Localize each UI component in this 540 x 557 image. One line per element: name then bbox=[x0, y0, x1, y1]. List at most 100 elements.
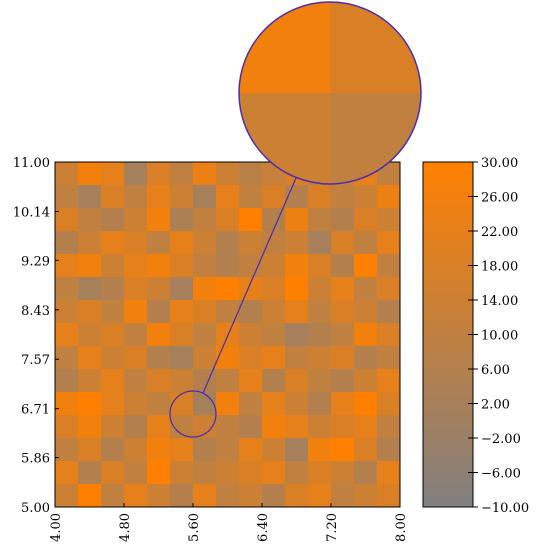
heatmap-cell bbox=[55, 254, 79, 278]
heatmap-cell bbox=[239, 277, 263, 301]
heatmap-cell bbox=[124, 461, 148, 485]
heatmap-cell bbox=[331, 392, 355, 416]
heatmap-cell bbox=[147, 346, 171, 370]
heatmap-cell bbox=[170, 346, 194, 370]
heatmap-cell bbox=[147, 277, 171, 301]
heatmap-cell bbox=[101, 461, 125, 485]
heatmap-cell bbox=[193, 300, 217, 324]
heatmap-cell bbox=[55, 185, 79, 209]
heatmap-cell bbox=[239, 484, 263, 508]
heatmap-cell bbox=[216, 415, 240, 439]
heatmap-cell bbox=[354, 392, 378, 416]
heatmap-cell bbox=[101, 185, 125, 209]
heatmap-cell bbox=[239, 438, 263, 462]
heatmap-cell bbox=[193, 484, 217, 508]
heatmap-cell bbox=[262, 277, 286, 301]
heatmap-cell bbox=[239, 346, 263, 370]
heatmap-cell bbox=[124, 392, 148, 416]
heatmap-cell bbox=[239, 231, 263, 255]
heatmap-cell bbox=[308, 415, 332, 439]
colorbar-axis: −10.00 −6.00 −2.00 2.00 6.00 10.00 14.00 18.00 2… bbox=[468, 156, 529, 516]
heatmap-cell bbox=[101, 346, 125, 370]
heatmap-cell bbox=[239, 185, 263, 209]
heatmap-cell bbox=[78, 392, 102, 416]
heatmap-cell bbox=[331, 438, 355, 462]
colorbar-tick-label: 6.00 bbox=[481, 363, 510, 378]
heatmap-cell bbox=[193, 208, 217, 232]
heatmap-cell bbox=[262, 461, 286, 485]
heatmap-cell bbox=[285, 208, 309, 232]
x-axis: 4.00 4.80 5.60 6.40 7.20 8.00 bbox=[49, 503, 409, 542]
heatmap-cell bbox=[101, 208, 125, 232]
y-axis: 5.00 5.86 6.71 7.57 8.43 9.29 10.14 11.00 bbox=[13, 156, 59, 516]
heatmap-cell bbox=[55, 346, 79, 370]
heatmap-cell bbox=[124, 162, 148, 186]
heatmap-cell bbox=[239, 254, 263, 278]
heatmap-cell bbox=[147, 392, 171, 416]
heatmap-cell bbox=[308, 231, 332, 255]
heatmap-cell bbox=[101, 392, 125, 416]
heatmap-cell bbox=[124, 438, 148, 462]
heatmap-cell bbox=[216, 484, 240, 508]
heatmap-cell bbox=[147, 461, 171, 485]
heatmap-cell bbox=[331, 254, 355, 278]
heatmap-cell bbox=[331, 300, 355, 324]
y-tick-label: 5.86 bbox=[21, 452, 50, 467]
heatmap-cell bbox=[354, 346, 378, 370]
heatmap-cell bbox=[124, 277, 148, 301]
heatmap-cell bbox=[78, 254, 102, 278]
colorbar-tick-label: 14.00 bbox=[481, 294, 518, 309]
colorbar-tick-label: 10.00 bbox=[481, 329, 518, 344]
heatmap-cell bbox=[354, 185, 378, 209]
x-tick-label: 4.00 bbox=[49, 513, 64, 542]
heatmap-cell bbox=[124, 300, 148, 324]
heatmap-cell bbox=[354, 484, 378, 508]
heatmap-cell bbox=[262, 415, 286, 439]
colorbar-tick-label: −10.00 bbox=[481, 501, 529, 516]
colorbar-tick-label: 2.00 bbox=[481, 398, 510, 413]
heatmap-cell bbox=[285, 254, 309, 278]
colorbar-tick-label: 22.00 bbox=[481, 225, 518, 240]
heatmap-cell bbox=[377, 346, 401, 370]
zoom-connector-line bbox=[202, 177, 297, 394]
heatmap-cell bbox=[377, 484, 401, 508]
heatmap-cell bbox=[239, 369, 263, 393]
heatmap-cell bbox=[377, 461, 401, 485]
heatmap-cell bbox=[193, 254, 217, 278]
heatmap-cell bbox=[331, 415, 355, 439]
heatmap-cell bbox=[55, 162, 79, 186]
heatmap-cell bbox=[308, 254, 332, 278]
x-tick-label: 5.60 bbox=[187, 513, 202, 542]
heatmap-cell bbox=[354, 300, 378, 324]
heatmap-cell bbox=[147, 484, 171, 508]
heatmap-cell bbox=[78, 415, 102, 439]
heatmap-cell bbox=[377, 231, 401, 255]
heatmap-cell bbox=[193, 162, 217, 186]
heatmap-cell bbox=[216, 208, 240, 232]
heatmap-cell bbox=[262, 346, 286, 370]
heatmap-cell bbox=[262, 254, 286, 278]
heatmap-cell bbox=[285, 300, 309, 324]
heatmap-cell bbox=[170, 323, 194, 347]
heatmap-cell bbox=[354, 231, 378, 255]
heatmap-cell bbox=[101, 231, 125, 255]
heatmap-cell bbox=[170, 438, 194, 462]
heatmap-cell bbox=[193, 231, 217, 255]
heatmap-cell bbox=[216, 392, 240, 416]
heatmap-cell bbox=[55, 484, 79, 508]
heatmap-cell bbox=[193, 185, 217, 209]
heatmap-cell bbox=[147, 162, 171, 186]
heatmap-cell bbox=[170, 254, 194, 278]
heatmap-cell bbox=[101, 323, 125, 347]
heatmap-cell bbox=[101, 300, 125, 324]
x-tick-label: 6.40 bbox=[256, 513, 271, 542]
colorbar bbox=[422, 161, 474, 508]
heatmap-cell bbox=[377, 323, 401, 347]
heatmap-cell bbox=[170, 231, 194, 255]
heatmap-cell bbox=[78, 323, 102, 347]
heatmap-cell bbox=[377, 369, 401, 393]
heatmap-cell bbox=[78, 277, 102, 301]
heatmap-cell bbox=[354, 277, 378, 301]
heatmap-cell bbox=[331, 277, 355, 301]
